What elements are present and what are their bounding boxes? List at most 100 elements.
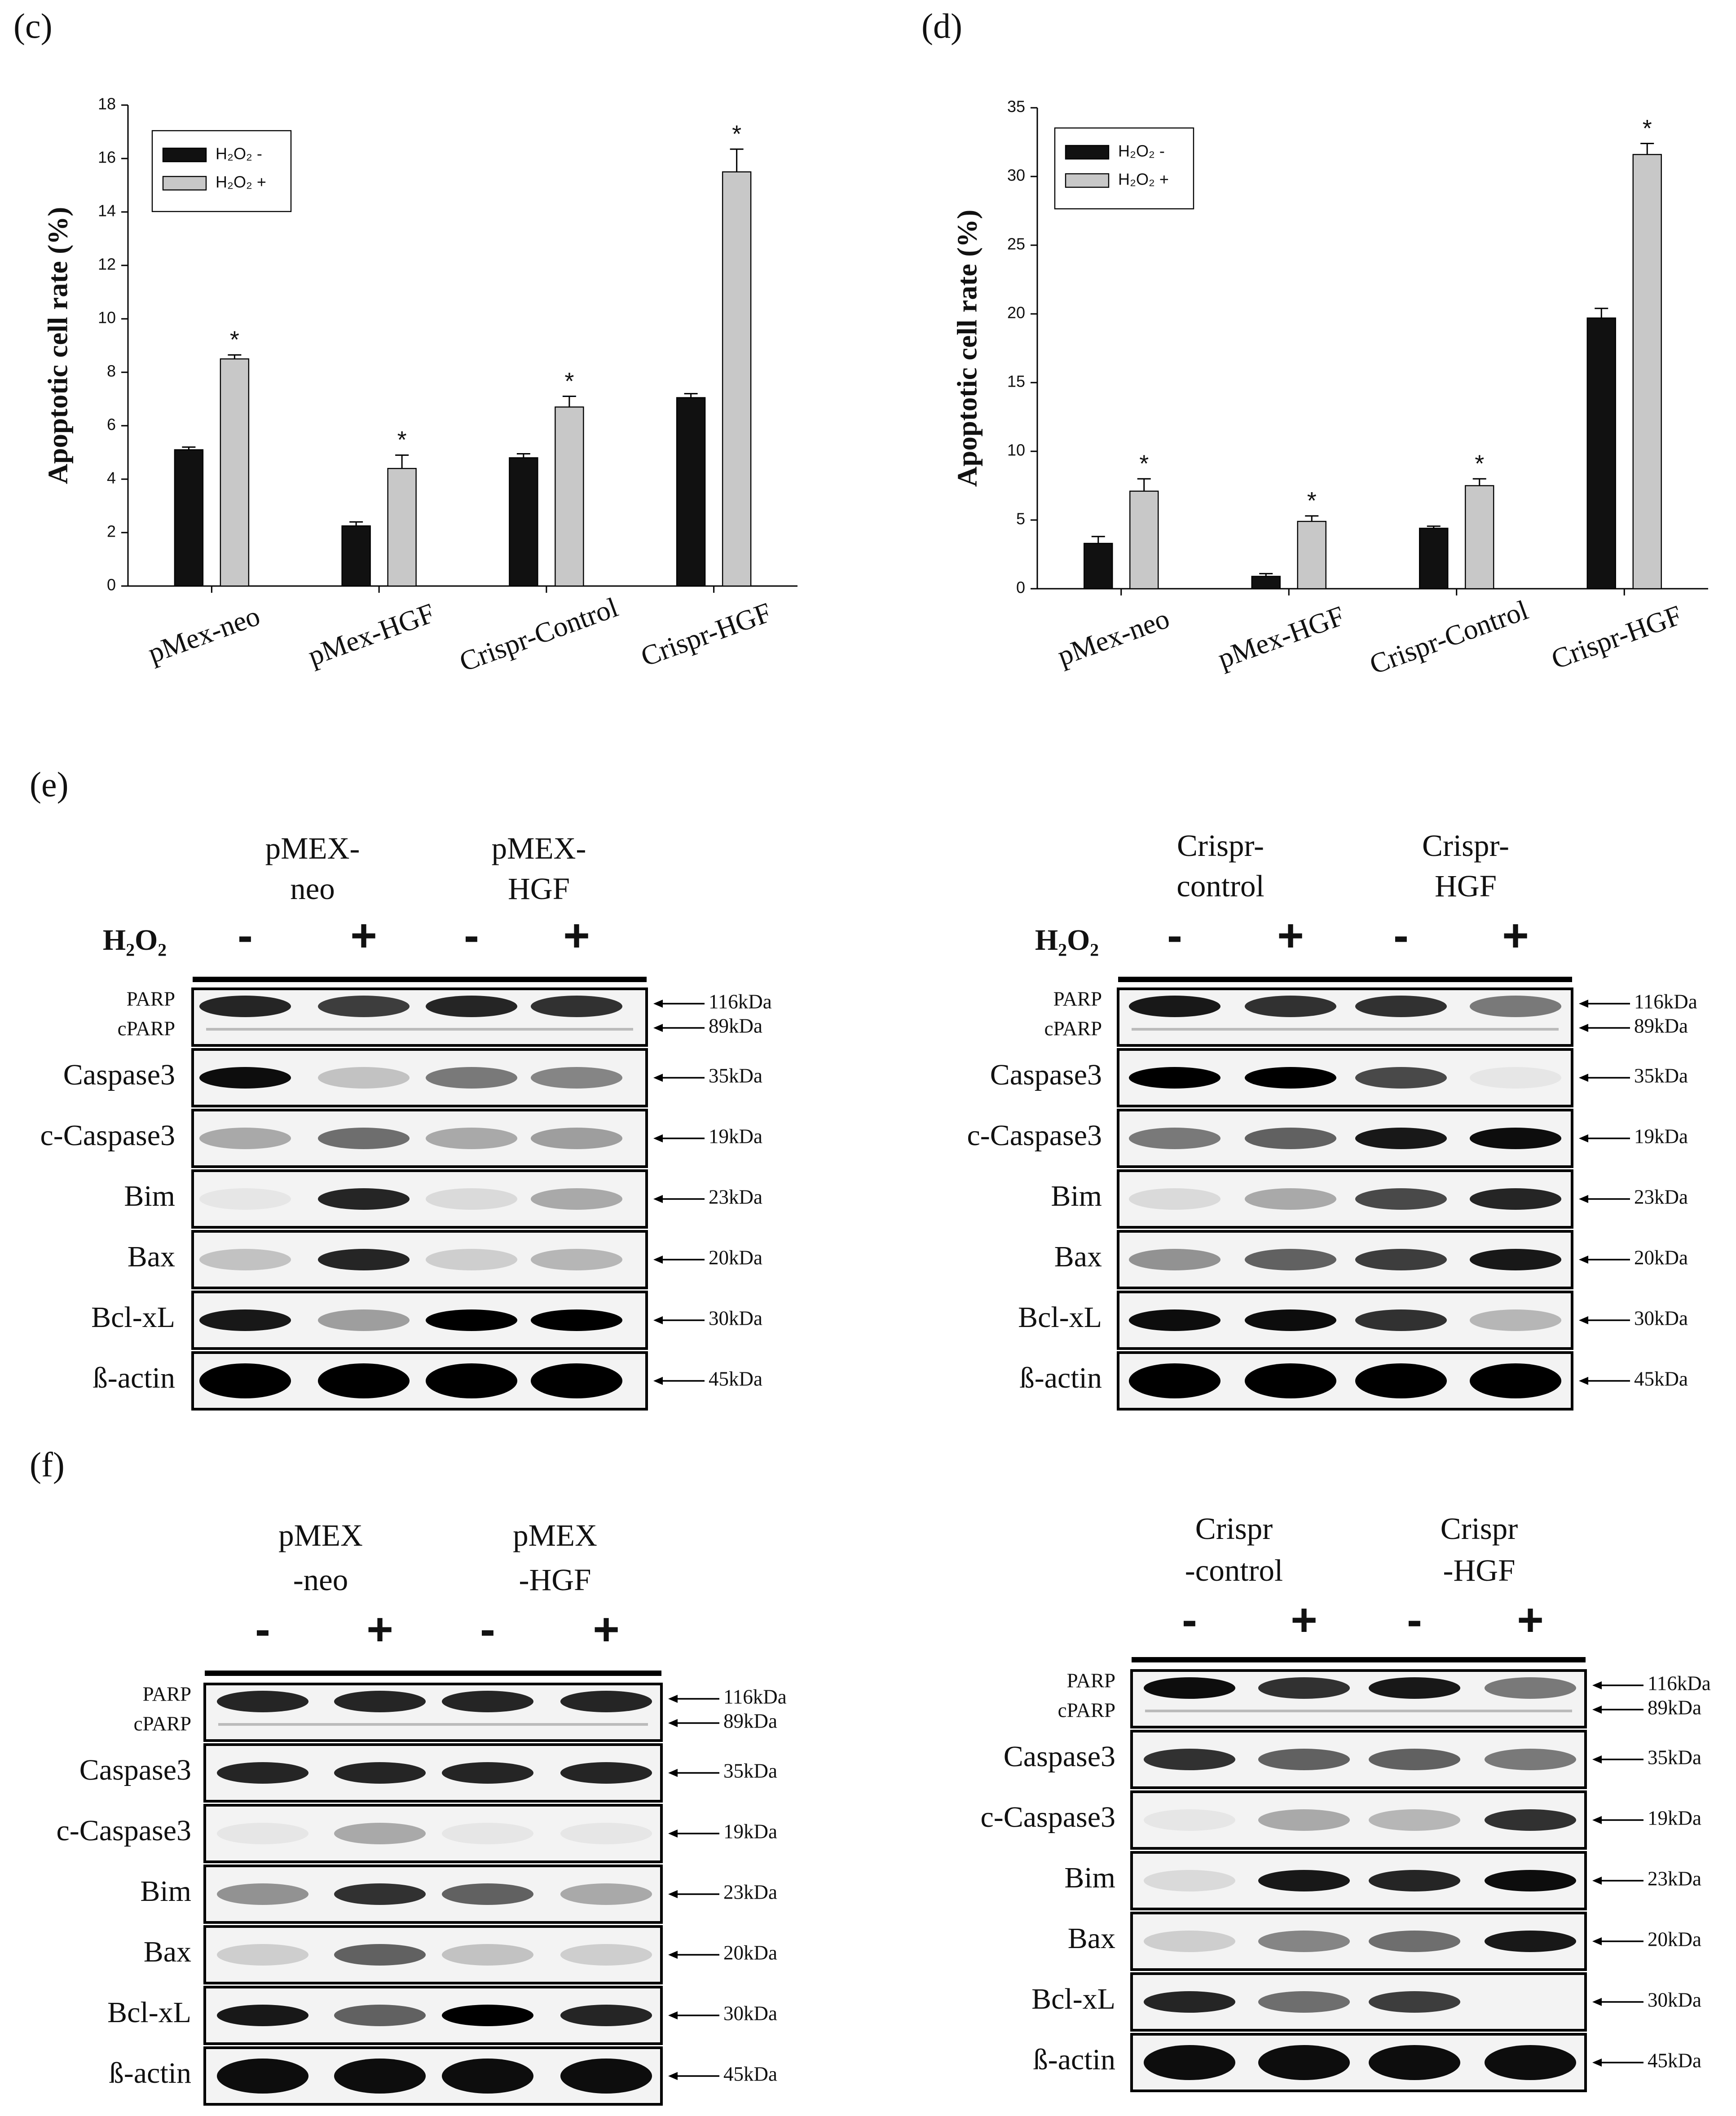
protein-label: Bim: [1051, 1180, 1102, 1212]
protein-label: c-Caspase3: [967, 1119, 1102, 1152]
band: [1128, 1127, 1220, 1149]
size-label: 89kDa: [709, 1014, 762, 1037]
band: [1368, 1748, 1460, 1770]
band: [199, 1067, 291, 1089]
group-label: pMEX: [278, 1518, 363, 1552]
band: [1355, 1309, 1447, 1331]
size-arrowhead: [1578, 1195, 1588, 1203]
band: [1258, 2045, 1350, 2080]
band: [1143, 1869, 1235, 1891]
bar: [387, 467, 417, 587]
band: [334, 1690, 426, 1712]
band: [1143, 1991, 1235, 2013]
bar: [1586, 317, 1616, 590]
band: [530, 1127, 622, 1149]
size-arrowhead: [1578, 999, 1588, 1008]
band: [1368, 1991, 1460, 2013]
band: [199, 1127, 291, 1149]
band: [334, 1944, 426, 1966]
protein-label: Bim: [140, 1875, 191, 1908]
legend-box: [1054, 127, 1194, 210]
band: [530, 1067, 622, 1089]
bar: [1129, 490, 1159, 590]
size-label: 35kDa: [1648, 1746, 1701, 1768]
size-arrowhead: [1592, 1755, 1602, 1763]
group-label: neo: [290, 872, 335, 906]
treatment-line: [204, 1670, 661, 1676]
y-tick-label: 25: [1007, 234, 1025, 253]
treatment-sign: -: [464, 910, 479, 961]
group-label: -neo: [293, 1563, 348, 1597]
protein-label: c-Caspase3: [57, 1814, 191, 1847]
legend-label: H₂O₂ +: [1118, 170, 1169, 189]
significance-mark: *: [397, 427, 407, 454]
band: [560, 2004, 652, 2026]
size-label: 20kDa: [723, 1941, 777, 1964]
band: [1484, 1748, 1576, 1770]
band: [216, 1883, 308, 1905]
band: [1368, 1869, 1460, 1891]
treatment-sign: -: [255, 1604, 270, 1655]
size-label: 19kDa: [1634, 1125, 1688, 1147]
x-tick-label: pMex-HGF: [304, 597, 439, 672]
blot-row: [203, 1864, 663, 1924]
band: [1244, 995, 1336, 1017]
size-label: 23kDa: [1648, 1867, 1701, 1890]
band: [1368, 1677, 1460, 1699]
x-tick-label: Crispr-Control: [455, 591, 622, 678]
treatment-sign: +: [593, 1604, 620, 1655]
band: [425, 1363, 517, 1398]
size-label: 20kDa: [709, 1246, 762, 1269]
band: [1258, 1809, 1350, 1831]
band: [317, 1363, 410, 1398]
treatment-sign: +: [1277, 910, 1304, 961]
treatment-sign: +: [350, 910, 377, 961]
size-arrowhead: [668, 1890, 678, 1898]
band: [1469, 995, 1561, 1017]
band: [199, 1363, 291, 1398]
treatment-sign: -: [1407, 1594, 1422, 1645]
y-tick-label: 16: [98, 148, 116, 167]
size-arrowhead: [1578, 1316, 1588, 1324]
band: [425, 1248, 517, 1270]
blot-row: [191, 1108, 648, 1168]
band: [1128, 1248, 1220, 1270]
protein-label: c-Caspase3: [40, 1119, 175, 1152]
treatment-sign: +: [366, 1604, 393, 1655]
size-arrowhead: [668, 2072, 678, 2080]
y-tick-label: 14: [98, 201, 116, 220]
size-label: 116kDa: [723, 1685, 787, 1708]
band: [560, 1690, 652, 1712]
blot-row: [203, 1803, 663, 1863]
band: [216, 1944, 308, 1966]
band: [1469, 1067, 1561, 1089]
y-axis-label: Apoptotic cell rate (%): [951, 210, 983, 487]
band: [560, 1762, 652, 1784]
protein-label: Bcl-xL: [1031, 1983, 1115, 2015]
x-tick-label: pMex-neo: [1053, 603, 1173, 672]
band: [1469, 1188, 1561, 1210]
band: [1469, 1127, 1561, 1149]
size-label: 19kDa: [723, 1820, 777, 1843]
band: [1469, 1363, 1561, 1398]
x-tick-label: Crispr-Control: [1366, 594, 1532, 680]
band: [441, 2004, 533, 2026]
treatment-sign: -: [1182, 1594, 1197, 1645]
size-label: 116kDa: [709, 990, 772, 1013]
protein-label: Bax: [128, 1240, 175, 1273]
band: [441, 1822, 533, 1844]
band: [1143, 1930, 1235, 1952]
protein-label: Bax: [1068, 1922, 1115, 1955]
band: [1244, 1248, 1336, 1270]
treatment-sign: +: [1291, 1594, 1317, 1645]
legend-swatch: [1065, 173, 1110, 188]
band: [1128, 1067, 1220, 1089]
size-label: 45kDa: [1648, 2049, 1701, 2072]
protein-label: Bcl-xL: [1018, 1301, 1102, 1334]
band: [1484, 1930, 1576, 1952]
size-arrowhead: [1578, 1023, 1588, 1032]
bar: [676, 397, 706, 587]
y-tick-label: 2: [107, 522, 116, 540]
